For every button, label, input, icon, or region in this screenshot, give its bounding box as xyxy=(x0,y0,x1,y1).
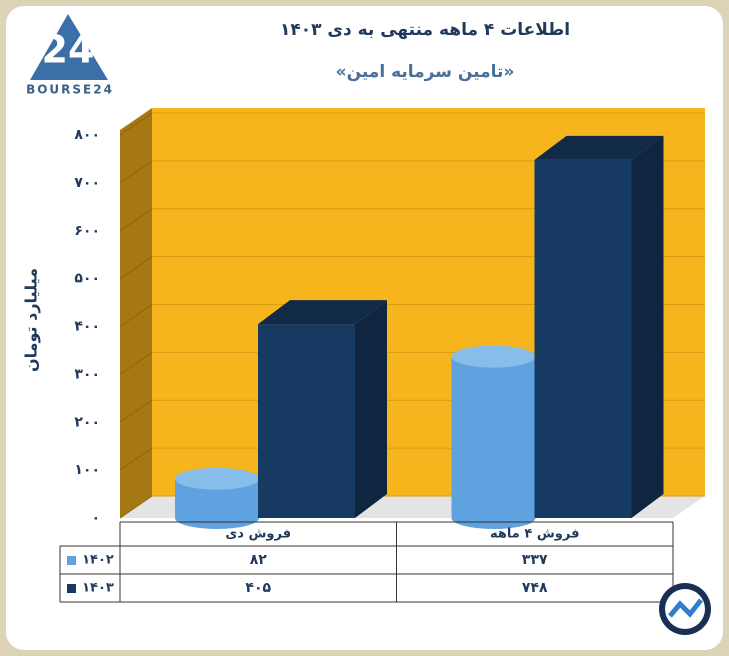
grid-line-side xyxy=(119,208,153,232)
y-tick-label: ۸۰۰ xyxy=(74,127,100,143)
y-tick-label: ۳۰۰ xyxy=(74,366,100,382)
x-tick-label: فروش ۴ ماهه xyxy=(490,527,579,542)
bar xyxy=(534,159,632,518)
brand-icon-arrow xyxy=(668,598,703,618)
y-tick-label: ۰ xyxy=(91,510,100,526)
grid-line-side xyxy=(119,351,153,375)
y-tick-label: ۶۰۰ xyxy=(74,223,100,239)
logo-triangle xyxy=(30,14,108,80)
y-tick-label: ۵۰۰ xyxy=(74,271,100,287)
table-value: ۳۳۷ xyxy=(522,552,548,568)
legend-label: ۱۴۰۳ xyxy=(82,581,114,596)
bar-top xyxy=(534,135,664,160)
table-value: ۸۲ xyxy=(250,552,268,568)
y-axis-label: میلیارد تومان xyxy=(22,268,41,372)
grid-line-side xyxy=(119,256,153,280)
x-tick-label: فروش دی xyxy=(225,527,291,542)
bar xyxy=(451,356,536,518)
y-tick-label: ۷۰۰ xyxy=(74,175,100,191)
logo: BOURSE24 xyxy=(26,83,114,97)
bar-top xyxy=(258,300,387,325)
grid-line-side xyxy=(119,447,153,471)
bar-side xyxy=(355,300,387,518)
chart-subtitle: «تامین سرمایه امین» xyxy=(336,62,515,82)
grid-line-side xyxy=(119,112,153,136)
legend-swatch xyxy=(67,556,76,565)
grid-line-side xyxy=(119,160,153,184)
grid-line-side xyxy=(119,495,153,519)
y-tick-label: ۴۰۰ xyxy=(74,319,100,335)
bar-side xyxy=(631,135,664,518)
bar-top xyxy=(175,467,259,490)
y-tick-label: ۱۰۰ xyxy=(74,462,100,478)
y-tick-label: ۲۰۰ xyxy=(74,414,100,430)
legend-swatch xyxy=(67,584,76,593)
legend-label: ۱۴۰۲ xyxy=(82,553,114,568)
bar xyxy=(258,324,355,518)
table-value: ۷۴۸ xyxy=(522,580,548,596)
logo-mark: 24 xyxy=(42,28,95,72)
bar-top xyxy=(451,345,536,368)
chart-title: اطلاعات ۴ ماهه منتهی به دی ۱۴۰۳ xyxy=(280,20,570,40)
side-wall xyxy=(120,108,152,518)
grid-line-side xyxy=(119,399,153,423)
table-value: ۴۰۵ xyxy=(245,580,271,596)
grid-line-side xyxy=(119,304,153,327)
